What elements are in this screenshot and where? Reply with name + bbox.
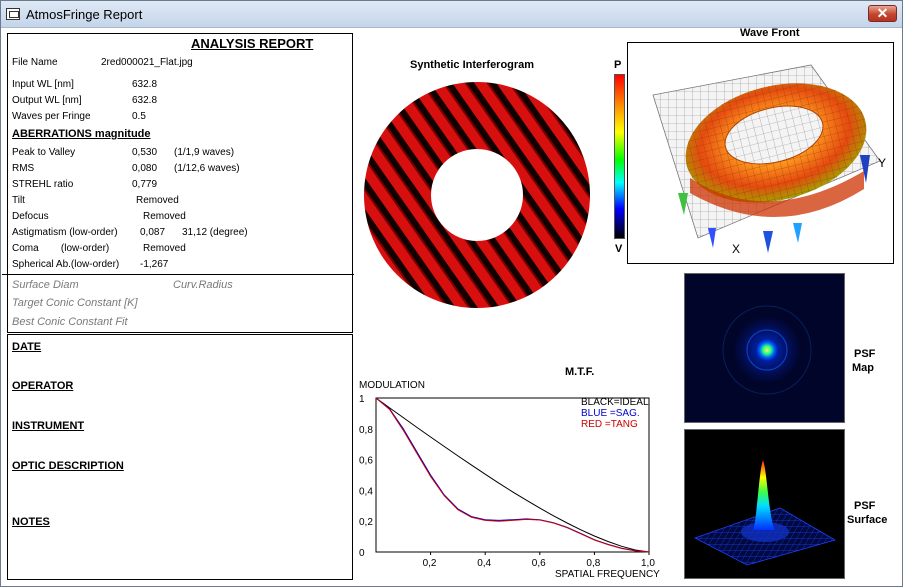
report-divider	[2, 274, 354, 275]
interferogram	[363, 81, 591, 309]
mtf-y-tick-label: 0,8	[359, 425, 373, 436]
tilt-label: Tilt	[12, 195, 25, 206]
optic-description-label: OPTIC DESCRIPTION	[12, 460, 124, 472]
interferogram-image	[363, 81, 591, 309]
mtf-y-axis-label: MODULATION	[359, 380, 425, 391]
notes-panel: DATE OPERATOR INSTRUMENT OPTIC DESCRIPTI…	[7, 334, 353, 580]
input-wl-label: Input WL [nm]	[12, 79, 74, 90]
psf-surface-image	[693, 460, 837, 566]
astigmatism-value: 0,087	[140, 227, 166, 238]
surface-diam-label: Surface Diam	[12, 279, 79, 291]
psf-surface-label-1: PSF	[854, 500, 876, 512]
wavefront-panel: Y X	[627, 42, 894, 264]
mtf-x-tick-label: 0,6	[532, 558, 546, 569]
mtf-legend-ideal: BLACK=IDEAL	[581, 397, 649, 408]
mtf-x-tick-label: 1,0	[641, 558, 655, 569]
interferogram-title: Synthetic Interferogram	[410, 59, 535, 71]
operator-label: OPERATOR	[12, 380, 74, 392]
wavefront-x-axis-label: X	[732, 242, 740, 256]
mtf-chart-svg: M.T.F. MODULATION SPATIAL FREQUENCY 0 0,2 0,4…	[359, 366, 660, 580]
astigmatism-angle: 31,12 (degree)	[182, 227, 248, 238]
strehl-value: 0,779	[132, 179, 158, 190]
wavefront-y-axis-label: Y	[878, 156, 886, 170]
title-bar[interactable]: AtmosFringe Report ✕	[1, 1, 902, 28]
wavefront-title: Wave Front	[740, 27, 800, 39]
psf-map-label-2: Map	[852, 362, 874, 374]
psf-map-label-1: PSF	[854, 348, 876, 360]
pv-value: 0,530	[132, 147, 158, 158]
color-scale	[614, 74, 625, 239]
coma-label: Coma (low-order)	[12, 243, 110, 254]
analysis-report-panel: ANALYSIS REPORT File Name 2red000021_Fla…	[2, 33, 354, 333]
rms-value: 0,080	[132, 163, 158, 174]
best-conic-label: Best Conic Constant Fit	[12, 316, 128, 328]
psf-surface	[684, 429, 845, 579]
file-name-label: File Name	[12, 57, 58, 68]
input-wl-value: 632.8	[132, 79, 158, 90]
file-name-value: 2red000021_Flat.jpg	[101, 57, 193, 68]
target-conic-label: Target Conic Constant [K]	[12, 297, 138, 309]
psf-map	[684, 273, 845, 423]
psf-surface-label-2: Surface	[847, 514, 888, 526]
notes-label: NOTES	[12, 516, 50, 528]
mtf-x-axis-label: SPATIAL FREQUENCY	[555, 569, 660, 580]
mtf-y-tick-label: 0	[359, 548, 365, 559]
defocus-value: Removed	[143, 211, 186, 222]
mtf-legend-sag: BLUE =SAG.	[581, 408, 640, 419]
instrument-label: INSTRUMENT	[12, 420, 85, 432]
rms-waves: (1/12,6 waves)	[174, 163, 240, 174]
output-wl-label: Output WL [nm]	[12, 95, 82, 106]
psf-map-image	[722, 305, 812, 395]
output-wl-value: 632.8	[132, 95, 158, 106]
tilt-value: Removed	[136, 195, 179, 206]
mtf-tang-line	[375, 397, 650, 553]
aberrations-heading: ABERRATIONS magnitude	[12, 128, 151, 140]
strehl-label: STREHL ratio	[12, 179, 74, 190]
mtf-y-tick-label: 0,6	[359, 456, 373, 467]
coma-value: Removed	[143, 243, 186, 254]
mtf-y-tick-label: 0,2	[359, 517, 373, 528]
spherical-value: -1,267	[140, 259, 169, 270]
mtf-y-tick-label: 1	[359, 394, 365, 405]
mtf-title: M.T.F.	[565, 366, 594, 378]
mtf-ideal-line	[375, 397, 650, 553]
rms-label: RMS	[12, 163, 35, 174]
mtf-x-tick-label: 0,4	[477, 558, 491, 569]
pv-label: Peak to Valley	[12, 147, 76, 158]
scale-bottom-label: V	[615, 243, 623, 255]
mtf-plot-area	[375, 397, 650, 553]
mtf-chart: M.T.F. MODULATION SPATIAL FREQUENCY 0 0,2 0,4…	[356, 361, 676, 583]
app-icon	[6, 8, 20, 20]
date-label: DATE	[12, 341, 42, 353]
curv-radius-label: Curv.Radius	[173, 279, 233, 291]
wavefront-plot: Y X	[652, 64, 886, 256]
pv-waves: (1/1,9 waves)	[174, 147, 235, 158]
mtf-legend-tang: RED =TANG	[581, 419, 638, 430]
window-title: AtmosFringe Report	[26, 7, 143, 22]
mtf-x-tick-label: 0,2	[423, 558, 437, 569]
report-title: ANALYSIS REPORT	[191, 36, 314, 51]
mtf-y-tick-label: 0,4	[359, 486, 373, 497]
spherical-label: Spherical Ab.(low-order)	[12, 259, 120, 270]
waves-per-fringe-value: 0.5	[132, 111, 146, 122]
waves-per-fringe-label: Waves per Fringe	[12, 111, 91, 122]
scale-top-label: P	[614, 59, 622, 71]
mtf-x-tick-label: 0,8	[586, 558, 600, 569]
astigmatism-label: Astigmatism (low-order)	[12, 227, 118, 238]
defocus-label: Defocus	[12, 211, 49, 222]
close-button[interactable]: ✕	[868, 5, 897, 22]
